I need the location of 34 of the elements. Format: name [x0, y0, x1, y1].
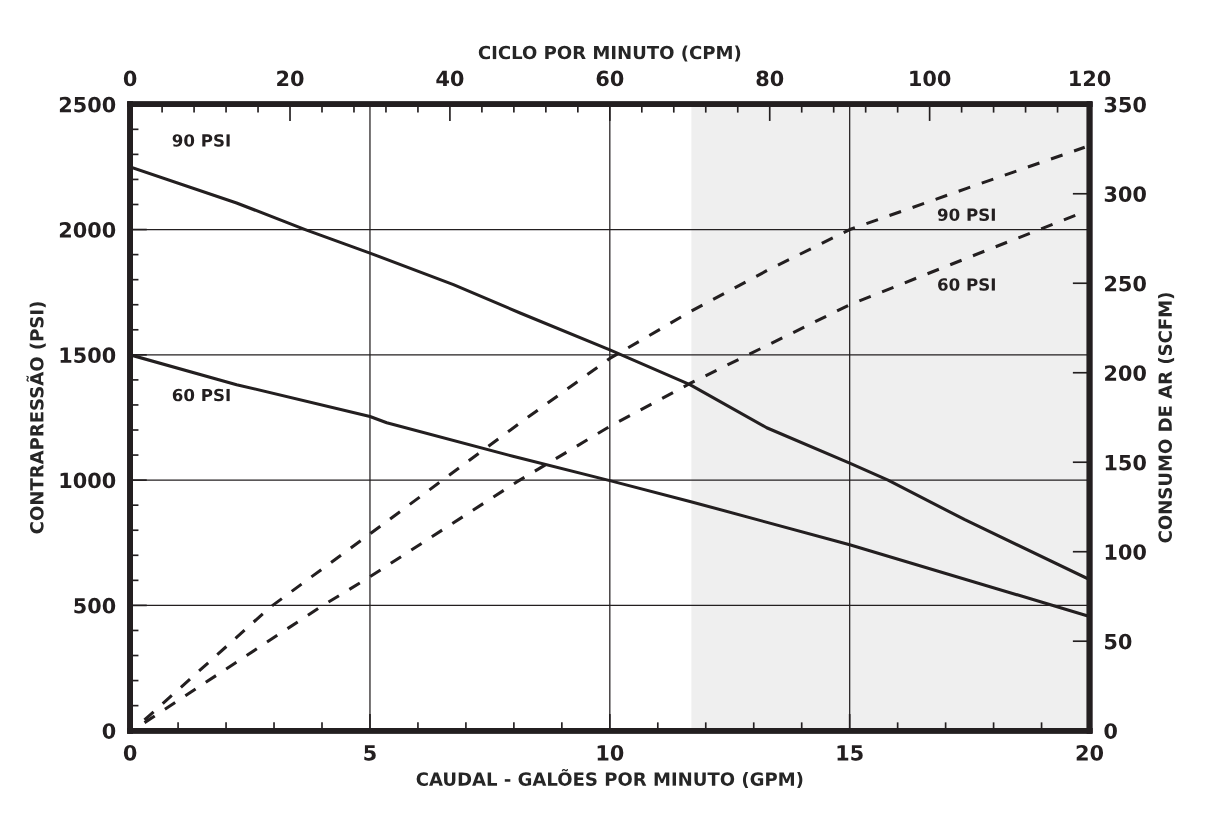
x2-axis-title: CICLO POR MINUTO (CPM) [478, 45, 741, 62]
x2-tick-label: 60 [596, 70, 624, 87]
x2-tick-label: 120 [1070, 70, 1111, 87]
y-tick-label: 1000 [60, 472, 116, 489]
series-label: 60 PSI [172, 388, 230, 402]
y2-tick-label: 250 [1105, 275, 1146, 292]
x2-tick-label: 80 [756, 70, 784, 87]
y-tick-label: 0 [102, 723, 116, 739]
x2-tick-label: 0 [123, 70, 137, 87]
y-tick-label: 2500 [59, 96, 116, 113]
series-label: 60 PSI [938, 278, 995, 291]
x-tick-label: 0 [123, 744, 137, 761]
y2-tick-label: 50 [1105, 633, 1132, 650]
y2-axis-title: CONSUMO DE AR (SCFM) [1158, 293, 1175, 543]
x-tick-label: 10 [597, 744, 624, 761]
y2-tick-label: 0 [1104, 723, 1117, 739]
y-tick-label: 500 [74, 597, 116, 614]
y2-tick-label: 200 [1105, 365, 1146, 381]
y-tick-label: 2000 [59, 222, 116, 238]
x2-tick-label: 20 [277, 70, 304, 87]
x-tick-label: 15 [837, 745, 863, 761]
x-tick-label: 20 [1076, 744, 1104, 761]
y2-tick-label: 350 [1104, 96, 1146, 113]
y2-tick-label: 300 [1104, 186, 1146, 202]
x2-tick-label: 40 [436, 70, 464, 87]
x-axis-title: CAUDAL - GALÕES POR MINUTO (GPM) [416, 768, 803, 789]
y-tick-label: 1500 [60, 347, 116, 364]
series-label: 90 PSI [172, 134, 230, 147]
x-tick-label: 5 [364, 745, 376, 761]
x2-tick-label: 100 [910, 70, 951, 87]
y-axis-title: CONTRAPRESSÃO (PSI) [26, 302, 46, 534]
y2-tick-label: 150 [1105, 454, 1146, 471]
y2-tick-label: 100 [1105, 544, 1146, 560]
series-label: 90 PSI [937, 208, 995, 221]
